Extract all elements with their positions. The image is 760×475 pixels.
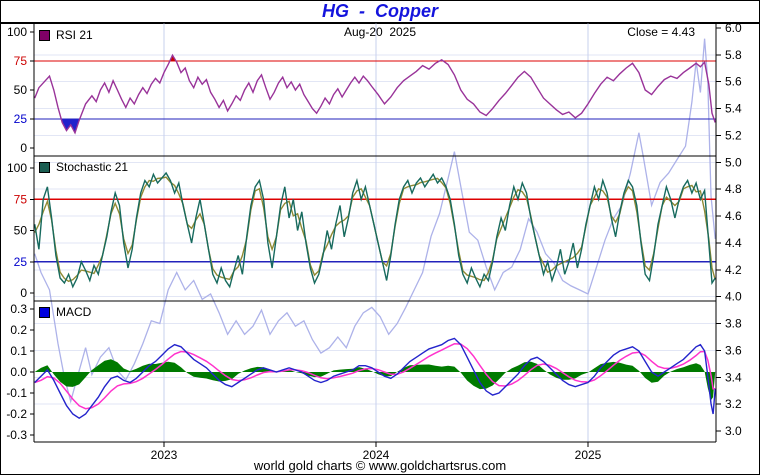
stochastic-legend-label: Stochastic 21 — [56, 160, 129, 174]
right-axis-label: 4.8 — [725, 182, 742, 196]
chart-date: Aug-20 2025 — [343, 25, 417, 39]
stoch-k-line — [34, 171, 716, 289]
macd-legend-swatch — [39, 306, 50, 318]
right-axis-label: 5.6 — [725, 75, 742, 89]
left-axis-label: 0.3 — [10, 302, 27, 316]
rsi-legend: RSI 21 — [39, 28, 93, 42]
x-tick-label: 2024 — [363, 448, 390, 462]
rsi-overbought-fill — [34, 55, 716, 61]
left-axis-label: 75 — [14, 54, 28, 68]
right-axis-label: 3.6 — [725, 343, 742, 357]
left-axis-label: 100 — [7, 161, 27, 175]
chart-title: HG - Copper — [322, 1, 438, 21]
macd-histogram — [34, 359, 716, 401]
x-tick-label: 2023 — [151, 448, 178, 462]
right-axis-label: 5.4 — [725, 102, 742, 116]
left-axis-label: 0 — [20, 286, 27, 300]
right-axis-label: 5.0 — [725, 155, 742, 169]
macd-legend-label: MACD — [56, 305, 92, 319]
macd-legend: MACD — [39, 305, 91, 319]
left-axis-label: 75 — [14, 192, 28, 206]
rsi-oversold-fill — [34, 119, 716, 133]
left-axis-label: 0.1 — [10, 344, 27, 358]
left-axis-label: -0.2 — [6, 407, 27, 421]
right-axis-label: 4.0 — [725, 290, 742, 304]
stochastic-legend-swatch — [39, 161, 50, 173]
left-axis-label: 100 — [7, 25, 27, 39]
x-tick-label: 2025 — [575, 448, 602, 462]
left-axis-label: 50 — [14, 83, 28, 97]
left-axis-label: -0.1 — [6, 386, 27, 400]
macd-signal-line — [34, 343, 716, 410]
macd-line — [34, 337, 716, 420]
right-axis-label: 5.2 — [725, 128, 742, 142]
right-axis-label: 4.6 — [725, 209, 742, 223]
right-axis-label: 5.8 — [725, 48, 742, 62]
right-axis-label: 3.2 — [725, 397, 742, 411]
left-axis-label: 50 — [14, 224, 28, 238]
left-axis-label: -0.3 — [6, 428, 27, 442]
right-axis-label: 6.0 — [725, 21, 742, 35]
chart-footer: world gold charts © www.goldchartsrus.co… — [253, 458, 507, 473]
right-axis-label: 3.0 — [725, 424, 742, 438]
stochastic-legend: Stochastic 21 — [39, 160, 128, 174]
left-axis-label: 0.0 — [10, 365, 27, 379]
close-value: Close = 4.43 — [627, 25, 695, 39]
right-axis-label: 4.4 — [725, 236, 742, 250]
right-axis-label: 3.4 — [725, 370, 742, 384]
right-axis-label: 4.2 — [725, 263, 742, 277]
left-axis-label: 25 — [14, 255, 28, 269]
rsi-legend-label: RSI 21 — [56, 28, 93, 42]
right-axis-label: 3.8 — [725, 317, 742, 331]
rsi-legend-swatch — [39, 29, 50, 41]
rsi-line — [34, 53, 716, 135]
left-axis-label: 0.2 — [10, 323, 27, 337]
left-axis-label: 25 — [14, 112, 28, 126]
left-axis-label: 0 — [20, 141, 27, 155]
